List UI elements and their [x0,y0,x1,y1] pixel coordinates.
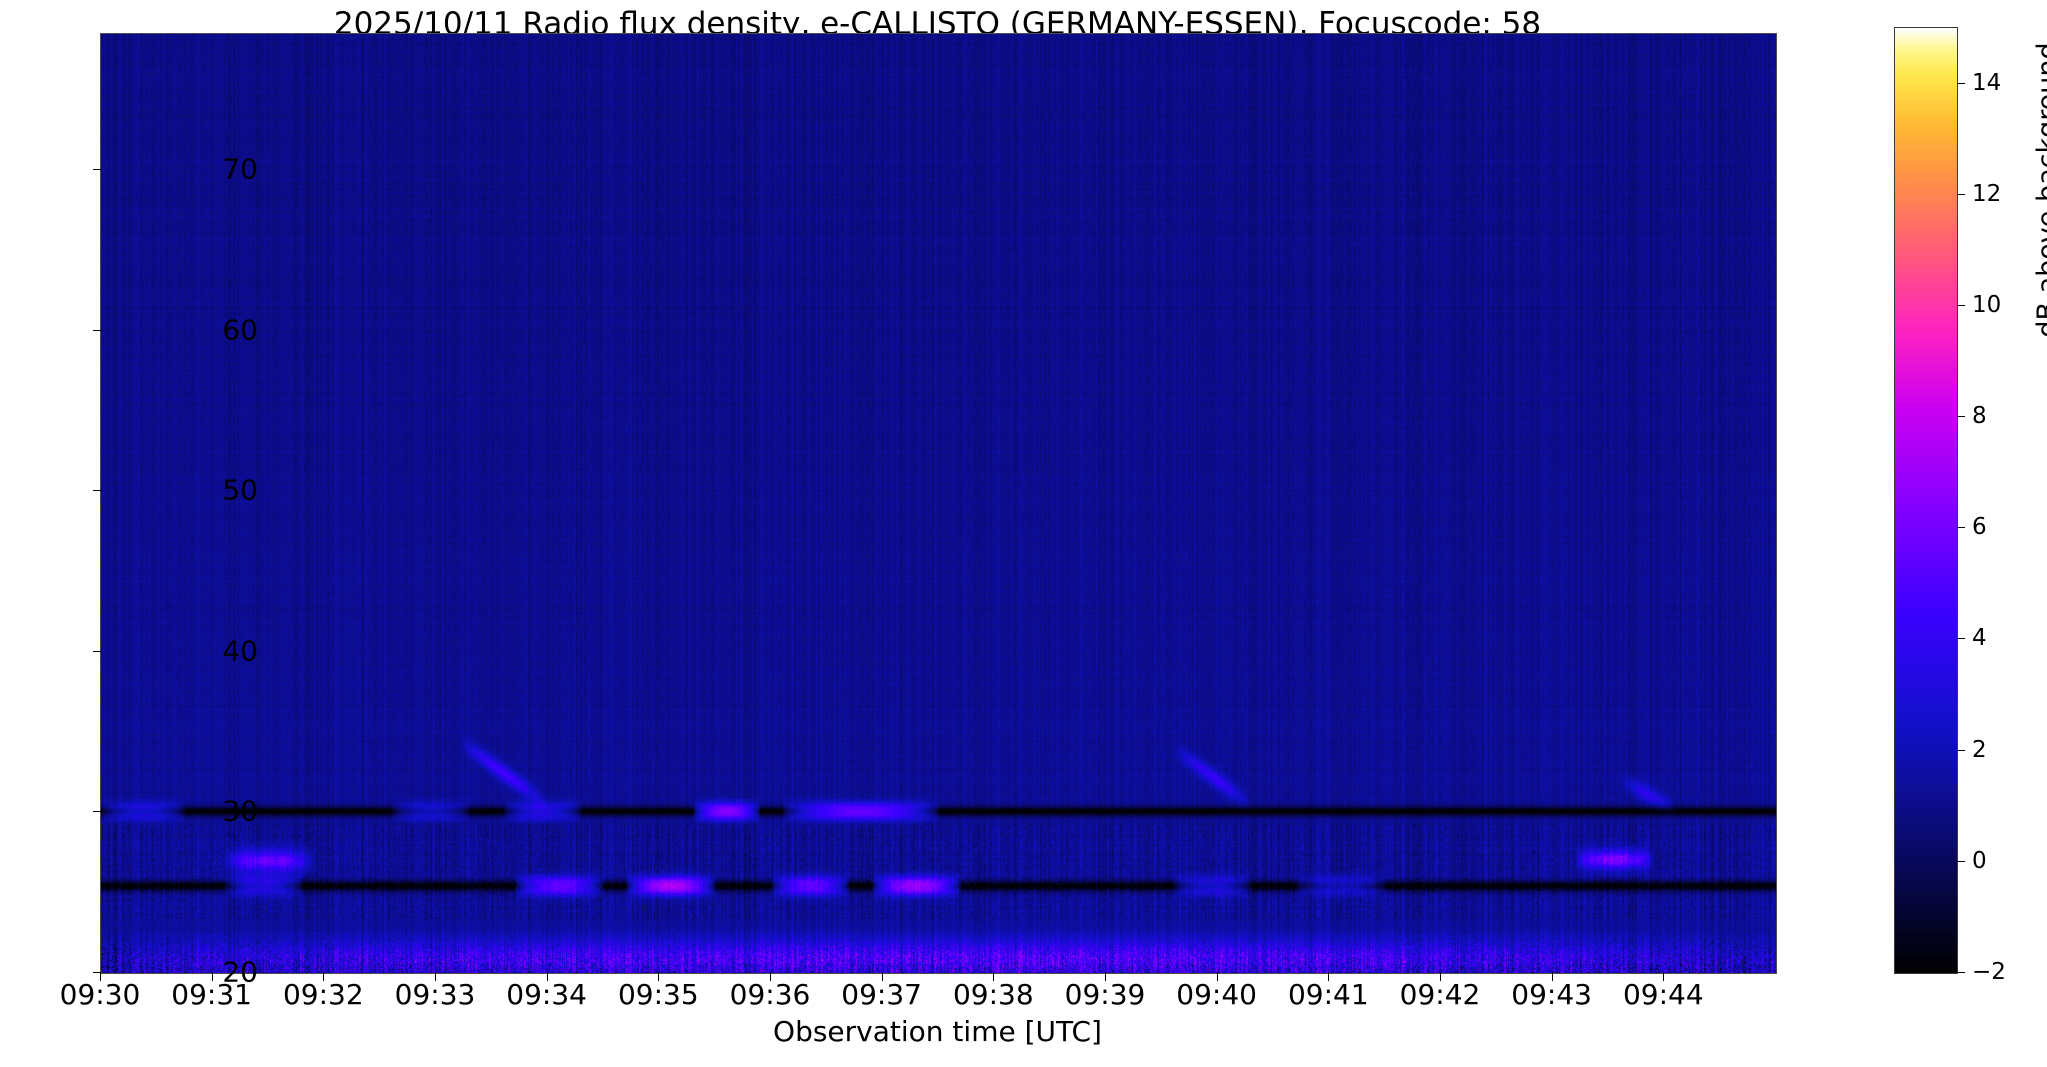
x-tick-mark [211,972,213,981]
colorbar-tick-label: 4 [1972,625,1987,652]
x-tick-label: 09:33 [394,978,476,1011]
y-tick-label: 40 [222,634,258,668]
colorbar-tick-mark [1957,304,1965,306]
x-tick-label: 09:34 [506,978,588,1011]
colorbar-tick-label: 8 [1972,403,1987,430]
x-tick-label: 09:31 [171,978,253,1011]
y-tick-mark [93,811,101,813]
x-tick-label: 09:32 [282,978,364,1011]
x-tick-label: 09:44 [1622,978,1704,1011]
x-tick-label: 09:43 [1511,978,1593,1011]
x-tick-mark [1216,972,1218,981]
y-tick-mark [93,329,101,331]
x-tick-label: 09:36 [729,978,811,1011]
y-tick-label: 30 [222,794,258,828]
x-tick-mark [323,972,325,981]
colorbar-tick-mark [1957,82,1965,84]
x-tick-mark [546,972,548,981]
colorbar-tick-mark [1957,860,1965,862]
x-tick-mark [1105,972,1106,981]
x-tick-label: 09:37 [841,978,923,1011]
colorbar-tick-label: −2 [1972,959,2006,985]
y-tick-label: 50 [222,473,258,507]
x-tick-mark [1328,972,1330,981]
colorbar-tick-label: 10 [1972,291,2002,318]
x-axis-label: Observation time [UTC] [773,1015,1102,1048]
y-tick-mark [93,650,101,652]
colorbar-tick-mark [1957,972,1965,973]
x-tick-mark [100,972,101,981]
x-tick-label: 09:38 [952,978,1034,1011]
y-tick-mark [93,490,101,492]
spectrogram-plot-area [100,33,1777,974]
x-tick-mark [1440,972,1441,981]
y-tick-mark [93,169,101,171]
colorbar [1894,27,1958,974]
colorbar-tick-mark [1957,527,1965,529]
x-tick-mark [658,972,660,981]
x-tick-mark [435,972,436,981]
colorbar-tick-label: 6 [1972,514,1987,541]
colorbar-tick-label: 12 [1972,180,2002,207]
x-tick-label: 09:35 [617,978,699,1011]
x-tick-label: 09:39 [1064,978,1146,1011]
x-tick-label: 09:40 [1176,978,1258,1011]
x-tick-mark [1663,972,1665,981]
y-tick-label: 70 [222,152,258,186]
colorbar-tick-label: 0 [1972,847,1987,874]
x-tick-mark [770,972,771,981]
x-tick-mark [1551,972,1553,981]
x-tick-label: 09:30 [59,978,141,1011]
colorbar-tick-mark [1957,638,1965,640]
y-tick-label: 20 [222,955,258,989]
colorbar-gradient [1895,28,1957,973]
colorbar-tick-label: 14 [1972,69,2002,96]
colorbar-tick-label: 2 [1972,736,1987,763]
spectrogram-image [101,34,1776,973]
colorbar-label: dB above background [2032,42,2047,338]
colorbar-tick-mark [1957,193,1965,195]
colorbar-tick-mark [1957,749,1965,751]
x-tick-mark [993,972,995,981]
x-tick-label: 09:42 [1399,978,1481,1011]
x-tick-label: 09:41 [1287,978,1369,1011]
y-tick-mark [93,972,101,973]
x-tick-mark [881,972,883,981]
colorbar-tick-mark [1957,416,1965,418]
y-tick-label: 60 [222,313,258,347]
